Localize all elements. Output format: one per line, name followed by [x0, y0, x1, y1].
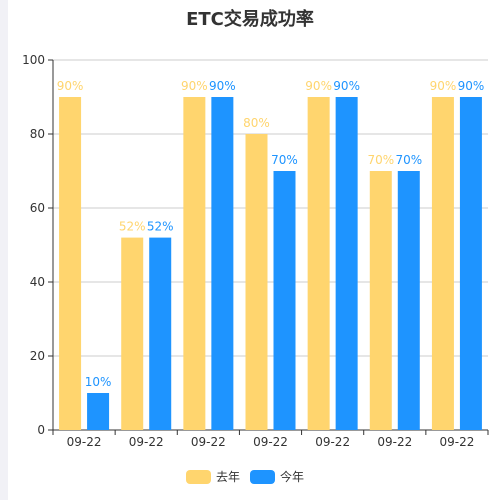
bar-layer [59, 97, 482, 430]
data-label: 90% [333, 79, 360, 93]
bar-this-year[interactable] [397, 171, 420, 430]
data-label: 90% [181, 79, 208, 93]
label-layer: 90%10%52% 52%90% 90%80%70%90% 90%70% 70%90% 9… [57, 79, 485, 389]
bar-last-year[interactable] [121, 237, 144, 430]
y-tick-label: 0 [37, 423, 45, 437]
bar-last-year[interactable] [183, 97, 206, 430]
x-tick-label: 09-22 [67, 435, 102, 449]
left-sidebar-strip [0, 0, 8, 500]
data-label: 90% [458, 79, 485, 93]
x-tick-label: 09-22 [439, 435, 474, 449]
legend-item-last-year[interactable]: 去年 [186, 470, 240, 484]
bar-last-year[interactable] [59, 97, 82, 430]
legend-label: 今年 [280, 469, 304, 484]
data-label: 90% [430, 79, 457, 93]
bar-this-year[interactable] [335, 97, 358, 430]
bar-last-year[interactable] [245, 134, 268, 430]
data-label: 90% [57, 79, 84, 93]
x-tick-label: 09-22 [129, 435, 164, 449]
y-tick-label: 60 [30, 201, 45, 215]
legend-item-this-year[interactable]: 今年 [250, 469, 304, 484]
bar-this-year[interactable] [149, 237, 172, 430]
data-label: 90% [209, 79, 236, 93]
bar-last-year[interactable] [369, 171, 392, 430]
x-tick-label: 09-22 [253, 435, 288, 449]
data-label: 52% [119, 220, 146, 234]
y-tick-label: 80 [30, 127, 45, 141]
y-tick-label: 20 [30, 349, 45, 363]
bar-last-year[interactable] [307, 97, 330, 430]
y-tick-label: 40 [30, 275, 45, 289]
y-tick-label: 100 [22, 53, 45, 67]
data-label: 10% [85, 375, 112, 389]
legend-label: 去年 [216, 470, 240, 484]
bar-last-year[interactable] [431, 97, 454, 430]
data-label: 70% [367, 153, 394, 167]
bar-this-year[interactable] [211, 97, 234, 430]
bar-this-year[interactable] [273, 171, 296, 430]
bar-this-year[interactable] [87, 393, 110, 430]
bar-this-year[interactable] [459, 97, 482, 430]
data-label: 90% [305, 79, 332, 93]
chart-title: ETC交易成功率 [186, 9, 314, 30]
grid-layer [53, 59, 488, 357]
legend[interactable]: 去年 今年 [186, 469, 304, 484]
legend-swatch [186, 470, 211, 484]
legend-swatch [250, 470, 275, 484]
x-tick-label: 09-22 [191, 435, 226, 449]
data-label: 70% [271, 153, 298, 167]
data-label: 52% [147, 220, 174, 234]
data-label: 70% [395, 153, 422, 167]
data-label: 80% [243, 116, 270, 130]
x-tick-label: 09-22 [377, 435, 412, 449]
x-tick-label: 09-22 [315, 435, 350, 449]
